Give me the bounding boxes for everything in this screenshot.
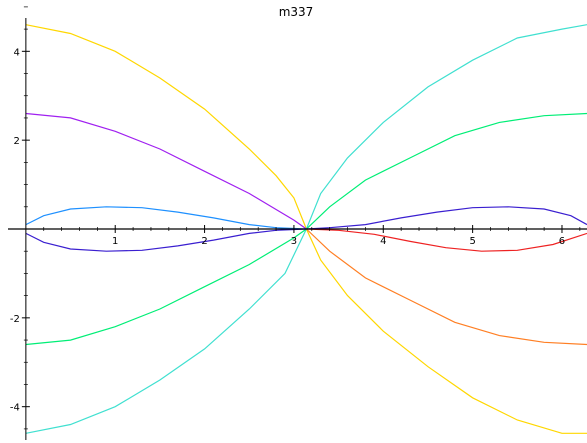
axes-layer: 1 2 3 4 5 6 4 2 -2 -4 bbox=[8, 6, 587, 440]
y-tick-label: -2 bbox=[10, 314, 20, 325]
x-tick-label: 2 bbox=[201, 236, 207, 247]
series-line-6 bbox=[25, 206, 307, 230]
series-line-8 bbox=[306, 228, 587, 252]
series-line-3 bbox=[25, 24, 587, 434]
series-line-2 bbox=[25, 112, 307, 230]
y-tick-label: 2 bbox=[13, 136, 19, 147]
x-tick-label: 4 bbox=[380, 236, 386, 247]
x-tick-label: 6 bbox=[559, 236, 565, 247]
x-tick-label: 3 bbox=[291, 236, 297, 247]
x-tick-label: 1 bbox=[112, 236, 118, 247]
y-tick-label: 4 bbox=[13, 47, 19, 58]
y-tick-label: -4 bbox=[10, 403, 20, 414]
x-tick-label: 5 bbox=[469, 236, 475, 247]
series-line-5 bbox=[305, 228, 587, 346]
chart-title: m337 bbox=[279, 5, 314, 19]
